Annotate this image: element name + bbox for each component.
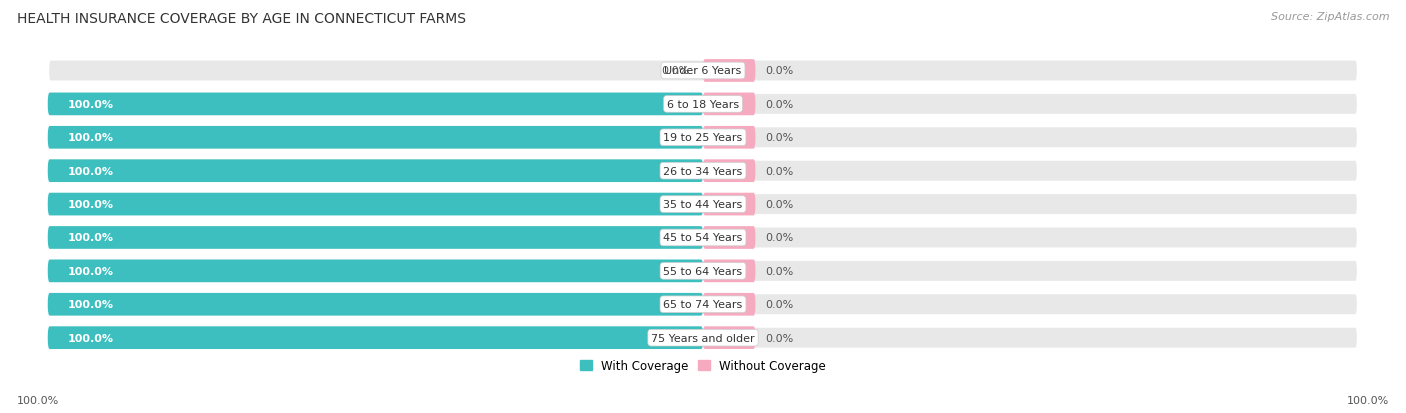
FancyBboxPatch shape	[48, 260, 1358, 282]
FancyBboxPatch shape	[48, 127, 1358, 149]
Text: 100.0%: 100.0%	[67, 199, 114, 209]
Text: 100.0%: 100.0%	[67, 299, 114, 309]
Text: 26 to 34 Years: 26 to 34 Years	[664, 166, 742, 176]
Text: 45 to 54 Years: 45 to 54 Years	[664, 233, 742, 243]
Text: 6 to 18 Years: 6 to 18 Years	[666, 100, 740, 109]
Text: Under 6 Years: Under 6 Years	[665, 66, 741, 76]
FancyBboxPatch shape	[48, 127, 703, 149]
FancyBboxPatch shape	[48, 160, 1358, 183]
FancyBboxPatch shape	[48, 327, 703, 349]
FancyBboxPatch shape	[48, 227, 1358, 249]
FancyBboxPatch shape	[48, 93, 703, 116]
Text: 100.0%: 100.0%	[1347, 395, 1389, 405]
Text: Source: ZipAtlas.com: Source: ZipAtlas.com	[1271, 12, 1389, 22]
FancyBboxPatch shape	[703, 60, 755, 83]
Text: 0.0%: 0.0%	[765, 199, 793, 209]
FancyBboxPatch shape	[703, 327, 755, 349]
Text: 0.0%: 0.0%	[765, 233, 793, 243]
Text: 65 to 74 Years: 65 to 74 Years	[664, 299, 742, 309]
Text: 100.0%: 100.0%	[67, 166, 114, 176]
Text: 100.0%: 100.0%	[67, 333, 114, 343]
FancyBboxPatch shape	[48, 93, 1358, 116]
FancyBboxPatch shape	[48, 327, 1358, 349]
Text: 0.0%: 0.0%	[765, 266, 793, 276]
FancyBboxPatch shape	[703, 127, 755, 149]
FancyBboxPatch shape	[48, 293, 1358, 316]
Text: 100.0%: 100.0%	[67, 233, 114, 243]
FancyBboxPatch shape	[48, 293, 703, 316]
Text: 75 Years and older: 75 Years and older	[651, 333, 755, 343]
FancyBboxPatch shape	[703, 260, 755, 282]
FancyBboxPatch shape	[48, 227, 703, 249]
Text: 35 to 44 Years: 35 to 44 Years	[664, 199, 742, 209]
FancyBboxPatch shape	[48, 260, 703, 282]
FancyBboxPatch shape	[48, 193, 703, 216]
FancyBboxPatch shape	[48, 193, 1358, 216]
Text: 0.0%: 0.0%	[765, 166, 793, 176]
Text: 0.0%: 0.0%	[765, 100, 793, 109]
Legend: With Coverage, Without Coverage: With Coverage, Without Coverage	[575, 354, 831, 377]
Text: 55 to 64 Years: 55 to 64 Years	[664, 266, 742, 276]
Text: 19 to 25 Years: 19 to 25 Years	[664, 133, 742, 143]
Text: 100.0%: 100.0%	[67, 266, 114, 276]
Text: 0.0%: 0.0%	[765, 133, 793, 143]
Text: 100.0%: 100.0%	[17, 395, 59, 405]
Text: 0.0%: 0.0%	[765, 333, 793, 343]
FancyBboxPatch shape	[703, 93, 755, 116]
FancyBboxPatch shape	[48, 60, 1358, 83]
Text: 100.0%: 100.0%	[67, 133, 114, 143]
FancyBboxPatch shape	[703, 193, 755, 216]
FancyBboxPatch shape	[703, 293, 755, 316]
Text: 0.0%: 0.0%	[662, 66, 690, 76]
FancyBboxPatch shape	[703, 227, 755, 249]
Text: HEALTH INSURANCE COVERAGE BY AGE IN CONNECTICUT FARMS: HEALTH INSURANCE COVERAGE BY AGE IN CONN…	[17, 12, 465, 26]
Text: 0.0%: 0.0%	[765, 66, 793, 76]
Text: 100.0%: 100.0%	[67, 100, 114, 109]
Text: 0.0%: 0.0%	[765, 299, 793, 309]
FancyBboxPatch shape	[703, 160, 755, 183]
FancyBboxPatch shape	[48, 160, 703, 183]
